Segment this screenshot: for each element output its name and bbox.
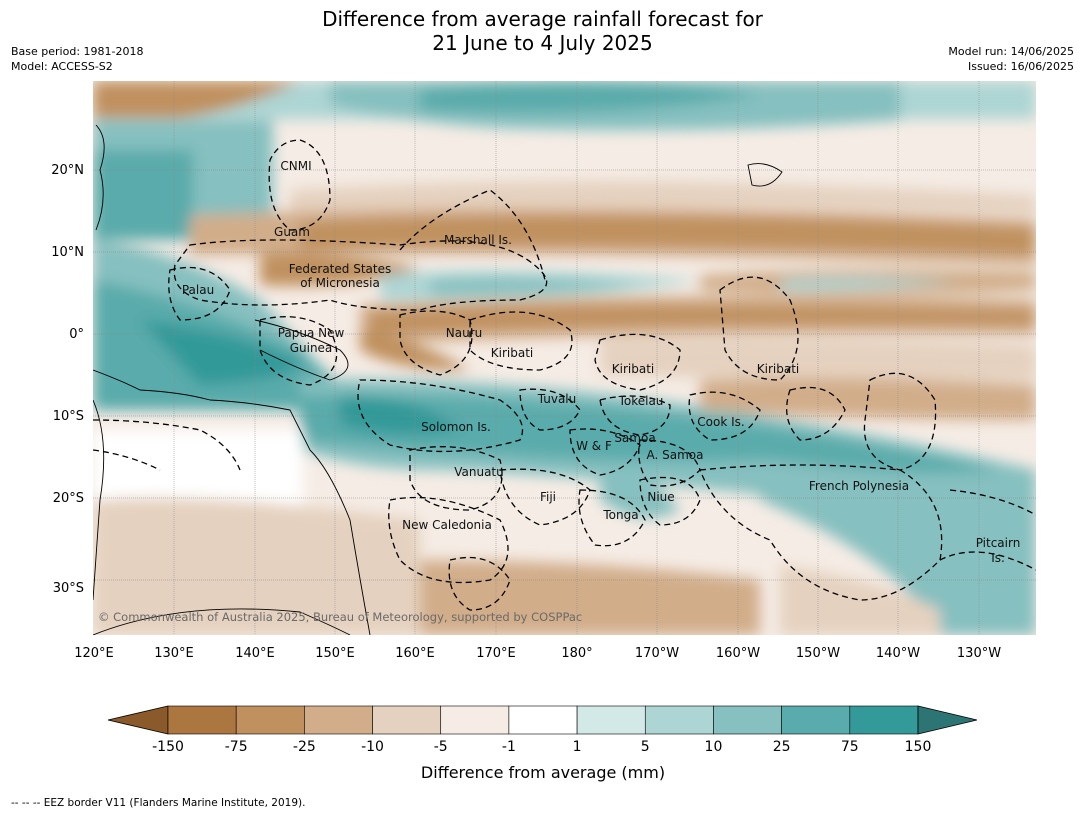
lon-label: 150°W xyxy=(796,646,840,661)
lat-label: 10°S xyxy=(53,409,84,424)
colorbar-segment xyxy=(644,705,714,735)
colorbar-title: Difference from average (mm) xyxy=(421,763,665,782)
rainfall-field xyxy=(93,81,1036,635)
colorbar-tick-label: -75 xyxy=(225,739,248,755)
label-vanuatu: Vanuatu xyxy=(454,465,504,479)
lon-label: 150°E xyxy=(315,646,355,661)
label-palau: Palau xyxy=(182,283,214,297)
colorbar-tick-label: 75 xyxy=(841,739,859,755)
colorbar-segment xyxy=(576,705,646,735)
lon-label: 170°E xyxy=(476,646,516,661)
meta-left: Base period: 1981-2018 Model: ACCESS-S2 xyxy=(11,44,143,74)
colorbar-segment xyxy=(508,705,578,735)
eez-footnote: -- -- -- EEZ border V11 (Flanders Marine… xyxy=(11,797,306,809)
region-labels: CNMI Guam Marshall Is. Federated States … xyxy=(182,159,1020,565)
colorbar-tick-label: 1 xyxy=(573,739,582,755)
lon-label: 160°E xyxy=(395,646,435,661)
label-kiribati-east: Kiribati xyxy=(757,362,799,376)
label-wallis-futuna: W & F xyxy=(576,439,612,453)
coastlines xyxy=(93,124,783,635)
label-solomon-is: Solomon Is. xyxy=(421,420,491,434)
colorbar-tick-label: -1 xyxy=(502,739,516,755)
colorbar xyxy=(107,705,978,735)
lat-label: 20°S xyxy=(53,491,84,506)
label-cook-is: Cook Is. xyxy=(697,415,744,429)
copyright-notice: © Commonwealth of Australia 2025, Bureau… xyxy=(98,610,582,624)
colorbar-tick-label: -10 xyxy=(361,739,384,755)
label-pitcairn-line-2: Is. xyxy=(991,551,1005,565)
label-cnmi: CNMI xyxy=(280,159,311,173)
lat-label: 10°N xyxy=(51,245,84,260)
colorbar-arrow-high xyxy=(917,705,978,735)
colorbar-segment xyxy=(440,705,510,735)
map-title: Difference from average rainfall forecas… xyxy=(0,7,1085,55)
label-png-line-1: Papua New xyxy=(278,326,345,340)
label-pitcairn-line-1: Pitcairn xyxy=(976,536,1021,550)
label-nauru: Nauru xyxy=(446,326,482,340)
lon-label: 130°E xyxy=(154,646,194,661)
colorbar-ticks: -150 -75 -25 -10 -5 -1 1 5 10 25 75 150 xyxy=(152,739,931,755)
label-fsm-line-1: Federated States xyxy=(289,262,391,276)
colorbar-segment xyxy=(304,705,373,735)
model-run: Model run: 14/06/2025 xyxy=(948,45,1074,58)
colorbar-arrow-low xyxy=(107,705,169,735)
label-kiribati-central: Kiribati xyxy=(612,362,654,376)
base-period: Base period: 1981-2018 xyxy=(11,45,144,58)
lat-label: 20°N xyxy=(51,163,84,178)
colorbar-segment xyxy=(713,705,782,735)
lat-label: 30°S xyxy=(53,581,84,596)
colorbar-tick-label: 10 xyxy=(705,739,723,755)
label-french-polynesia: French Polynesia xyxy=(809,479,909,493)
label-tuvalu: Tuvalu xyxy=(537,392,577,406)
latitude-labels: 20°N 10°N 0° 10°S 20°S 30°S xyxy=(51,163,84,596)
label-tokelau: Tokelau xyxy=(618,394,664,408)
lon-label: 120°E xyxy=(74,646,114,661)
colorbar-segment xyxy=(167,705,237,735)
colorbar-segment xyxy=(781,705,851,735)
lon-label: 130°W xyxy=(957,646,1001,661)
label-png-line-2: Guinea xyxy=(290,341,333,355)
lon-label: 140°E xyxy=(235,646,275,661)
label-tonga: Tonga xyxy=(602,508,638,522)
meta-right: Model run: 14/06/2025 Issued: 16/06/2025 xyxy=(948,44,1074,74)
graticule xyxy=(93,81,1036,635)
colorbar-segment xyxy=(372,705,442,735)
label-new-caledonia: New Caledonia xyxy=(402,518,492,532)
colorbar-segment xyxy=(849,705,919,735)
title-line-1: Difference from average rainfall forecas… xyxy=(322,7,763,31)
longitude-labels: 120°E 130°E 140°E 150°E 160°E 170°E 180°… xyxy=(74,646,1001,661)
lon-label: 160°W xyxy=(716,646,760,661)
eez-borders xyxy=(93,139,1036,611)
colorbar-segment xyxy=(235,705,305,735)
colorbar-tick-label: -150 xyxy=(152,739,184,755)
lon-label: 170°W xyxy=(635,646,679,661)
colorbar-tick-label: 150 xyxy=(905,739,932,755)
colorbar-tick-label: 25 xyxy=(773,739,791,755)
label-guam: Guam xyxy=(274,225,310,239)
colorbar-tick-label: 5 xyxy=(641,739,650,755)
label-niue: Niue xyxy=(647,490,674,504)
label-kiribati-west: Kiribati xyxy=(491,346,533,360)
label-marshall-is: Marshall Is. xyxy=(444,233,512,247)
lon-label: 180° xyxy=(561,646,592,661)
label-fsm-line-2: of Micronesia xyxy=(300,276,380,290)
label-american-samoa: A. Samoa xyxy=(647,448,704,462)
lat-label: 0° xyxy=(69,327,84,342)
label-fiji: Fiji xyxy=(540,490,556,504)
rainfall-map: CNMI Guam Marshall Is. Federated States … xyxy=(51,81,1036,782)
title-line-2: 21 June to 4 July 2025 xyxy=(432,31,653,55)
colorbar-tick-label: -25 xyxy=(293,739,316,755)
label-samoa: Samoa xyxy=(614,431,655,445)
lon-label: 140°W xyxy=(876,646,920,661)
issued-date: Issued: 16/06/2025 xyxy=(967,60,1074,73)
colorbar-tick-label: -5 xyxy=(434,739,448,755)
model-name: Model: ACCESS-S2 xyxy=(11,60,113,73)
